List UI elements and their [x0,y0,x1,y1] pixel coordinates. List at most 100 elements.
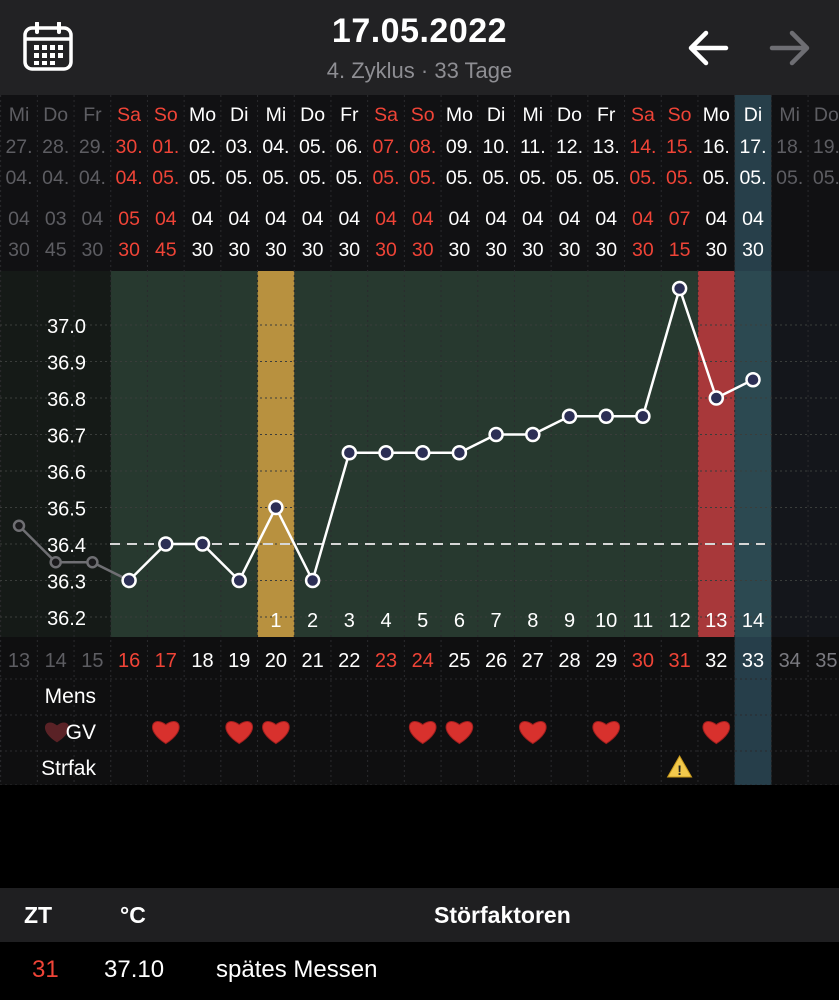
time-hour-label: 05 [118,208,140,230]
cycle-day-label: 25 [448,650,470,672]
month-label: 05. [299,167,326,189]
weekday-label: Fr [597,104,616,126]
time-hour-label: 04 [412,208,434,230]
weekday-label: Mi [779,104,800,126]
time-hour-label: 07 [669,208,691,230]
day-label: 07. [372,136,399,158]
cycle-day-label: 33 [742,650,764,672]
time-minute-label: 30 [118,239,140,261]
col-temp-header: °C [120,902,146,928]
temp-point [158,536,174,552]
cycle-day-label: 28 [558,650,580,672]
month-label: 05. [739,167,766,189]
day-label: 09. [446,136,473,158]
temp-point [121,572,137,589]
time-hour-label: 04 [8,208,30,230]
cycle-day-label: 18 [191,650,213,672]
weekday-label: Mi [9,104,30,126]
time-minute-label: 30 [375,239,397,261]
month-label: 05. [593,167,620,189]
day-label: 16. [703,136,730,158]
month-label: 05. [666,167,693,189]
prev-cycle-zone [0,271,111,637]
temp-point [194,536,211,552]
day-label: 14. [629,136,656,158]
month-label: 05. [446,167,473,189]
temp-point [378,445,394,461]
time-minute-label: 30 [559,239,581,261]
temp-point [341,445,358,461]
month-label: 05. [629,167,656,189]
cycle-day-label: 19 [228,650,250,672]
heart-icon [445,721,474,745]
weekday-label: Sa [374,104,398,126]
cycle-day-label: 20 [265,650,287,672]
y-tick-label: 36.8 [47,389,86,411]
weekday-label: So [154,104,178,126]
cycle-day-label: 35 [815,650,837,672]
time-hour-label: 04 [522,208,544,230]
day-label: 11. [520,136,546,158]
row-zt: 31 [32,956,59,983]
time-hour-label: 04 [375,208,397,230]
weekday-label: Di [230,104,248,126]
y-tick-label: 36.5 [47,499,86,521]
time-hour-label: 04 [302,208,324,230]
weekday-label: So [668,104,692,126]
cycle-day-label: 21 [301,650,323,672]
day-label: 08. [409,136,436,158]
row-label-gv: GV [66,721,96,744]
day-label: 06. [336,136,363,158]
heart-icon [702,721,730,745]
cycle-day-label: 13 [8,650,30,672]
month-label: 05. [813,167,839,189]
cycle-day-label: 31 [668,650,690,672]
time-minute-label: 30 [412,239,434,261]
time-hour-label: 04 [265,208,287,230]
month-label: 05. [409,167,436,189]
warning-icon-glyph: ! [677,762,682,778]
y-tick-label: 36.7 [47,426,86,448]
time-hour-label: 03 [45,208,67,230]
temp-point [525,426,541,443]
time-minute-label: 30 [449,239,471,261]
month-label: 05. [519,167,546,189]
calendar-icon[interactable] [22,21,74,72]
high-day-number: 4 [380,610,391,632]
high-day-number: 1 [270,610,281,632]
col-zt-header: ZT [24,902,53,928]
month-label: 05. [262,167,289,189]
weekday-label: So [411,104,435,126]
time-minute-label: 30 [265,239,287,261]
high-day-number: 8 [527,610,538,632]
month-label: 05. [556,167,583,189]
arrow-left-icon[interactable] [684,24,732,72]
time-minute-label: 30 [8,239,30,261]
cycle-day-label: 27 [522,650,544,672]
time-minute-label: 30 [338,239,360,261]
y-tick-label: 36.6 [47,462,86,484]
temp-point [561,408,578,424]
future-zone [771,271,839,637]
day-label: 13. [593,136,620,158]
weekday-label: Mo [446,104,473,126]
temp-point [86,556,99,569]
temp-point [671,280,688,297]
time-minute-label: 30 [82,239,104,261]
temp-point [708,390,725,406]
prev-temp-line [18,524,130,582]
table-header: ZT °C Störfaktoren [0,888,839,942]
table-row[interactable]: 31 37.10 spätes Messen [0,944,839,1000]
month-label: 05. [703,167,730,189]
time-minute-label: 30 [485,239,507,261]
time-minute-label: 30 [192,239,214,261]
day-label: 01. [152,136,179,158]
temp-point [488,426,504,443]
row-temp: 37.10 [104,956,165,983]
temp-point [635,408,651,424]
time-hour-label: 04 [559,208,581,230]
month-label: 05. [226,167,253,189]
time-minute-label: 30 [522,239,544,261]
temp-point [598,408,614,424]
cycle-day-label: 22 [338,650,360,672]
